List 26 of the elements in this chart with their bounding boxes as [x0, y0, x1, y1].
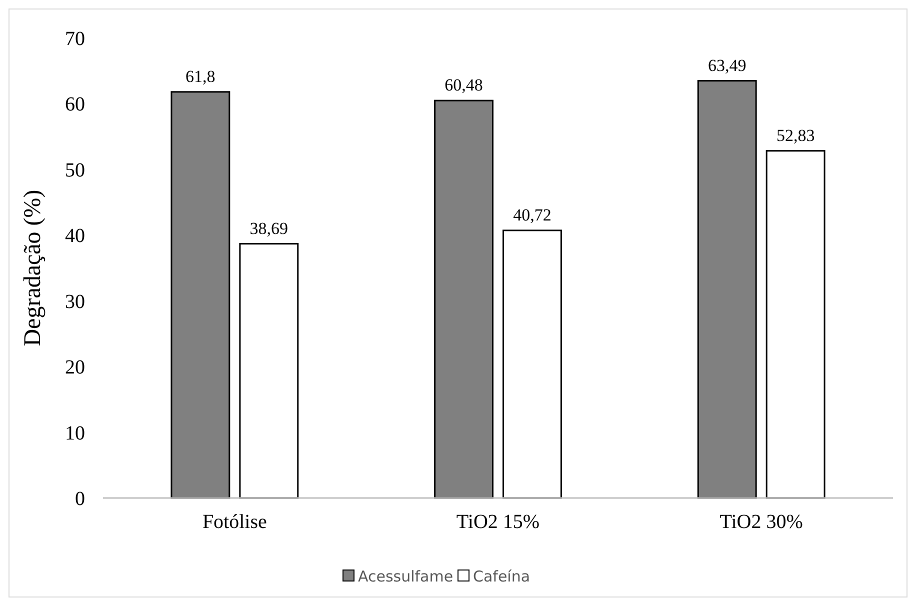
data-label: 60,48	[444, 76, 483, 95]
legend-label: Acessulfame	[358, 567, 454, 586]
data-label: 63,49	[708, 56, 746, 75]
y-tick-label: 10	[65, 422, 85, 444]
y-tick-label: 60	[65, 94, 85, 116]
y-tick-label: 0	[75, 488, 85, 510]
data-label: 38,69	[250, 218, 288, 238]
y-tick-label: 50	[65, 159, 85, 182]
data-label: 52,83	[776, 126, 815, 145]
bar	[434, 100, 494, 499]
bar	[239, 243, 299, 499]
bar	[697, 80, 757, 499]
y-tick-label: 70	[65, 28, 85, 50]
y-tick-label: 40	[65, 225, 85, 248]
data-label: 40,72	[513, 205, 552, 224]
y-axis-title: Degradação (%)	[20, 190, 46, 346]
x-tick-label: TiO2 30%	[720, 511, 803, 533]
y-tick-label: 30	[65, 290, 85, 313]
x-tick-label: TiO2 15%	[456, 511, 540, 533]
legend-label: Cafeína	[473, 567, 530, 586]
bar	[170, 91, 230, 499]
bar	[766, 150, 826, 499]
data-label: 61,8	[186, 66, 216, 86]
y-tick-label: 20	[65, 356, 85, 379]
bar	[502, 230, 562, 499]
x-tick-label: Fotólise	[202, 511, 268, 533]
